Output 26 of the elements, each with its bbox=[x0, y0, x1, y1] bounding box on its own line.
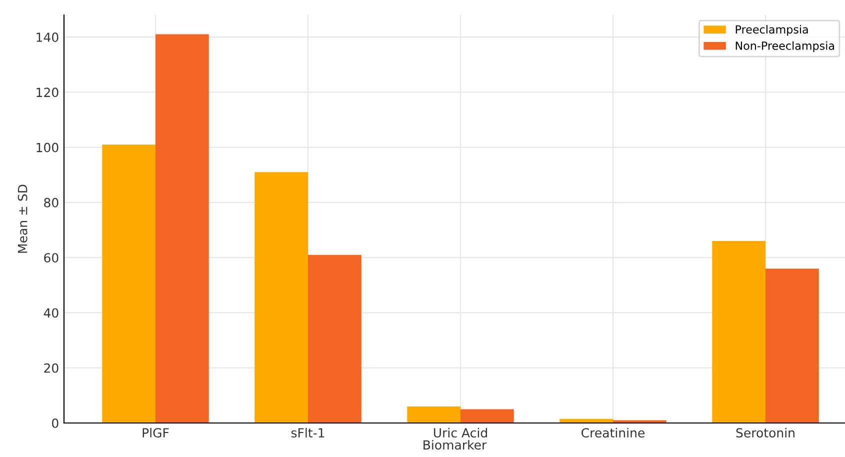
y-tick-label: 60 bbox=[44, 253, 58, 263]
legend-label: Preeclampsia bbox=[736, 25, 808, 36]
bar bbox=[308, 254, 362, 423]
y-tick-label: 120 bbox=[36, 88, 58, 98]
bar bbox=[766, 268, 819, 423]
x-tick-label: Uric Acid bbox=[434, 428, 487, 438]
y-tick-label: 100 bbox=[36, 142, 58, 152]
bar bbox=[613, 420, 666, 423]
legend-label: Non-Preeclampsia bbox=[736, 41, 834, 52]
x-axis-title: Biomarker bbox=[424, 440, 487, 450]
x-tick-label: sFlt-1 bbox=[291, 428, 324, 438]
y-tick-label: 140 bbox=[36, 32, 58, 42]
x-tick-label: PlGF bbox=[142, 428, 169, 438]
y-tick-label: 40 bbox=[44, 308, 58, 318]
y-tick-label: 0 bbox=[52, 418, 58, 428]
x-tick-label: Serotonin bbox=[736, 428, 794, 438]
bar bbox=[407, 406, 460, 423]
bar bbox=[712, 241, 766, 423]
y-tick-label: 80 bbox=[44, 198, 58, 208]
bar bbox=[460, 409, 514, 423]
bar bbox=[254, 172, 308, 423]
bar bbox=[102, 144, 156, 423]
y-tick-label: 20 bbox=[44, 363, 58, 373]
x-tick-label: Creatinine bbox=[582, 428, 644, 438]
bar bbox=[156, 34, 209, 423]
y-axis-title: Mean ± SD bbox=[18, 184, 28, 253]
